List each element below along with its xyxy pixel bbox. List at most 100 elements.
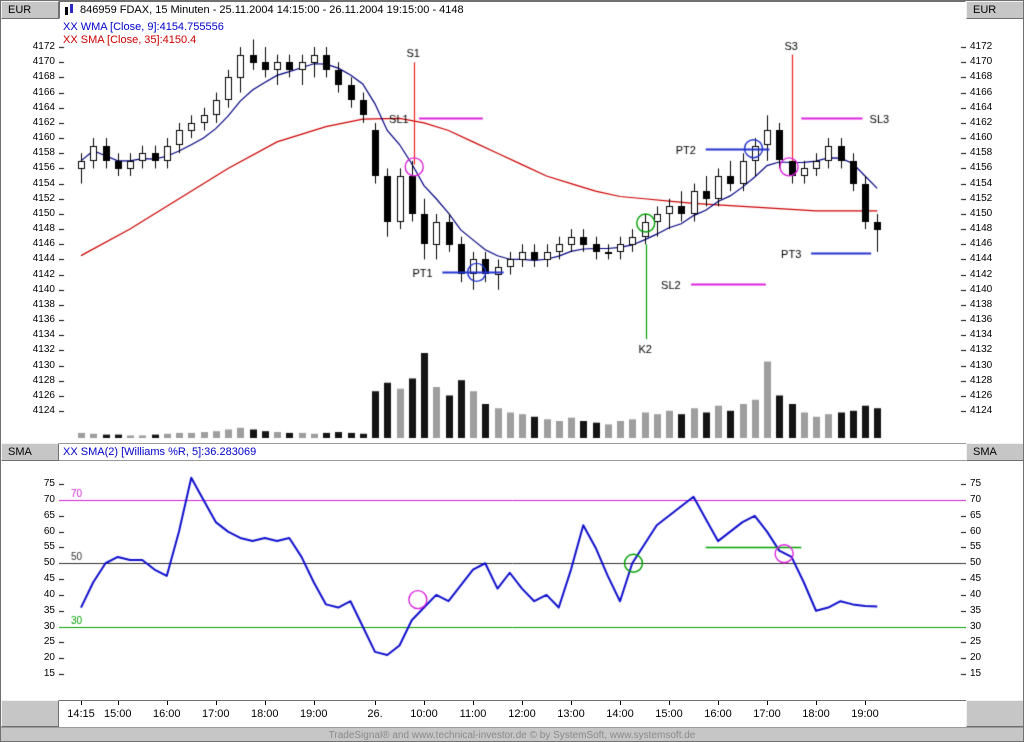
oscillator-tick-label: 40 bbox=[970, 588, 982, 600]
price-tick-label: 4166 bbox=[32, 86, 55, 98]
price-tick-label: 4140 bbox=[970, 283, 993, 295]
time-tick-label: 18:00 bbox=[802, 708, 830, 720]
oscillator-tick-label: 30 bbox=[970, 620, 982, 632]
time-tick-label: 15:00 bbox=[655, 708, 683, 720]
time-tick-label: 19:00 bbox=[851, 708, 879, 720]
time-tick-label: 17:00 bbox=[753, 708, 781, 720]
time-tick-label: 26. bbox=[367, 708, 383, 720]
oscillator-tick-label: 40 bbox=[43, 588, 55, 600]
price-tick-label: 4146 bbox=[970, 238, 993, 250]
williams-legend[interactable]: XX SMA(2) [Williams %R, 5]:36.283069 bbox=[63, 446, 257, 458]
oscillator-tick-label: 65 bbox=[43, 509, 55, 521]
price-tick-label: 4144 bbox=[970, 253, 993, 265]
time-tick-label: 18:00 bbox=[250, 708, 279, 720]
oscillator-axis-right: 75 70 65 60 55 50 45 40 35 30 25 20 15 bbox=[966, 461, 1023, 700]
time-tick-mark bbox=[669, 701, 670, 705]
top-bar: EUR 846959 FDAX, 15 Minuten - 25.11.2004… bbox=[1, 1, 1023, 19]
time-tick-mark bbox=[264, 701, 266, 705]
price-tick-label: 4144 bbox=[32, 253, 55, 265]
time-tick-mark bbox=[865, 701, 866, 705]
oscillator-canvas[interactable] bbox=[59, 461, 966, 700]
price-tick-label: 4132 bbox=[32, 344, 55, 356]
time-tick-label: 19:00 bbox=[299, 708, 328, 720]
oscillator-legend-strip: XX SMA(2) [Williams %R, 5]:36.283069 bbox=[59, 443, 966, 461]
price-tick-label: 4138 bbox=[970, 298, 993, 310]
wma-legend[interactable]: XX WMA [Close, 9]:4154.755556 bbox=[63, 21, 224, 33]
time-tick-mark bbox=[215, 701, 217, 705]
oscillator-tick-label: 20 bbox=[43, 652, 55, 664]
price-tick-label: 4130 bbox=[32, 359, 55, 371]
price-tick-label: 4140 bbox=[32, 283, 55, 295]
oscillator-tick-label: 35 bbox=[43, 604, 55, 616]
time-axis-row: 14:15 15:00 16:00 17:00 18:00 19:00 26. 10:00 11… bbox=[1, 700, 1023, 727]
price-tick-label: 4160 bbox=[32, 132, 55, 144]
price-tick-label: 4146 bbox=[32, 238, 55, 250]
price-tick-label: 4148 bbox=[970, 223, 993, 235]
price-tick-label: 4148 bbox=[32, 223, 55, 235]
price-tick-label: 4124 bbox=[32, 405, 55, 417]
chart-title-bar: 846959 FDAX, 15 Minuten - 25.11.2004 14:… bbox=[59, 1, 966, 19]
price-tick-label: 4154 bbox=[32, 177, 55, 189]
oscillator-tick-label: 50 bbox=[43, 557, 55, 569]
oscillator-tick-label: 60 bbox=[970, 525, 982, 537]
oscillator-tick-label: 65 bbox=[970, 509, 982, 521]
price-axis-left: 4172 4170 4168 4166 4164 4162 4160 4158 4156 4154… bbox=[1, 19, 59, 443]
corner-box-right bbox=[966, 700, 1023, 727]
price-tick-label: 4164 bbox=[32, 101, 55, 113]
price-tick-label: 4150 bbox=[32, 207, 55, 219]
price-tick-label: 4132 bbox=[970, 344, 993, 356]
corner-box-left bbox=[1, 700, 59, 727]
price-tick-label: 4154 bbox=[970, 177, 993, 189]
main-chart-canvas[interactable] bbox=[59, 19, 966, 443]
time-tick-mark bbox=[166, 701, 168, 705]
time-tick-mark bbox=[522, 701, 523, 705]
main-chart-plot: XX WMA [Close, 9]:4154.755556 XX SMA [Cl… bbox=[59, 19, 966, 443]
indicator-legend: XX WMA [Close, 9]:4154.755556 XX SMA [Cl… bbox=[63, 21, 224, 47]
time-tick-label: 16:00 bbox=[152, 708, 181, 720]
price-tick-label: 4124 bbox=[970, 405, 993, 417]
price-tick-label: 4168 bbox=[32, 71, 55, 83]
oscillator-tick-label: 45 bbox=[970, 573, 982, 585]
price-tick-label: 4158 bbox=[32, 147, 55, 159]
price-tick-label: 4128 bbox=[970, 374, 993, 386]
sma-legend[interactable]: XX SMA [Close, 35]:4150.4 bbox=[63, 34, 197, 46]
oscillator-tick-label: 15 bbox=[43, 668, 55, 680]
price-tick-label: 4166 bbox=[970, 86, 993, 98]
panel-sma-label-left: SMA bbox=[1, 443, 59, 461]
price-tick-label: 4162 bbox=[32, 116, 55, 128]
oscillator-tick-label: 75 bbox=[43, 478, 55, 490]
oscillator-row: 75 70 65 60 55 50 45 40 35 30 25 20 15 75 70 65 60 55 50 4… bbox=[1, 461, 1023, 700]
time-tick-label: 14:00 bbox=[606, 708, 634, 720]
price-tick-label: 4138 bbox=[32, 298, 55, 310]
time-tick-mark bbox=[767, 701, 768, 705]
price-tick-label: 4152 bbox=[32, 192, 55, 204]
price-tick-label: 4170 bbox=[970, 56, 993, 68]
chart-title: 846959 FDAX, 15 Minuten - 25.11.2004 14:… bbox=[80, 4, 464, 16]
oscillator-tick-label: 50 bbox=[970, 557, 982, 569]
price-tick-label: 4134 bbox=[970, 329, 993, 341]
price-tick-label: 4164 bbox=[970, 101, 993, 113]
oscillator-tick-label: 75 bbox=[970, 478, 982, 490]
panel-currency-label-left: EUR bbox=[1, 1, 59, 19]
time-tick-label: 13:00 bbox=[557, 708, 585, 720]
time-tick-mark bbox=[620, 701, 621, 705]
price-tick-label: 4152 bbox=[970, 192, 993, 204]
oscillator-tick-label: 70 bbox=[43, 493, 55, 505]
oscillator-tick-label: 55 bbox=[43, 541, 55, 553]
oscillator-tick-label: 60 bbox=[43, 525, 55, 537]
time-tick-label: 15:00 bbox=[103, 708, 132, 720]
oscillator-tick-label: 20 bbox=[970, 652, 982, 664]
price-tick-label: 4158 bbox=[970, 147, 993, 159]
price-tick-label: 4142 bbox=[32, 268, 55, 280]
oscillator-tick-label: 25 bbox=[970, 636, 982, 648]
footer-credit: TradeSignal® and www.technical-investor.… bbox=[1, 727, 1023, 741]
panel-currency-label-right: EUR bbox=[966, 1, 1023, 19]
oscillator-tick-label: 30 bbox=[43, 620, 55, 632]
time-tick-label: 12:00 bbox=[508, 708, 536, 720]
time-tick-mark bbox=[313, 701, 315, 705]
time-axis: 14:15 15:00 16:00 17:00 18:00 19:00 26. 10:00 11… bbox=[59, 700, 966, 727]
price-tick-label: 4134 bbox=[32, 329, 55, 341]
panel-sma-label-right: SMA bbox=[966, 443, 1023, 461]
oscillator-axis-left: 75 70 65 60 55 50 45 40 35 30 25 20 15 bbox=[1, 461, 59, 700]
